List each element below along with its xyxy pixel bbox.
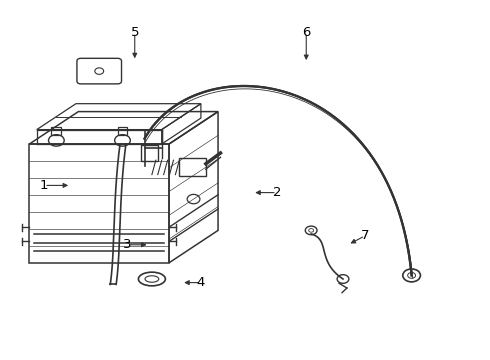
- Bar: [118, 127, 127, 135]
- Bar: [179, 158, 206, 176]
- Text: 4: 4: [196, 276, 205, 289]
- Bar: [51, 127, 61, 135]
- Text: 5: 5: [130, 26, 139, 39]
- Bar: [141, 145, 158, 161]
- Text: 2: 2: [272, 186, 281, 199]
- Text: 3: 3: [123, 238, 132, 251]
- Text: 7: 7: [361, 229, 369, 242]
- Text: 1: 1: [40, 179, 49, 192]
- Text: 6: 6: [302, 26, 311, 39]
